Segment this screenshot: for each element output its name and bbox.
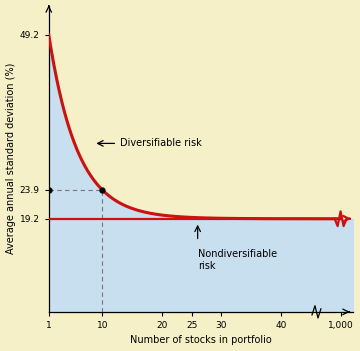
Text: Diversifiable risk: Diversifiable risk [120,138,202,148]
X-axis label: Number of stocks in portfolio: Number of stocks in portfolio [130,336,271,345]
Y-axis label: Average annual standard deviation (%): Average annual standard deviation (%) [5,63,15,254]
Text: Nondiversifiable
risk: Nondiversifiable risk [198,249,277,271]
